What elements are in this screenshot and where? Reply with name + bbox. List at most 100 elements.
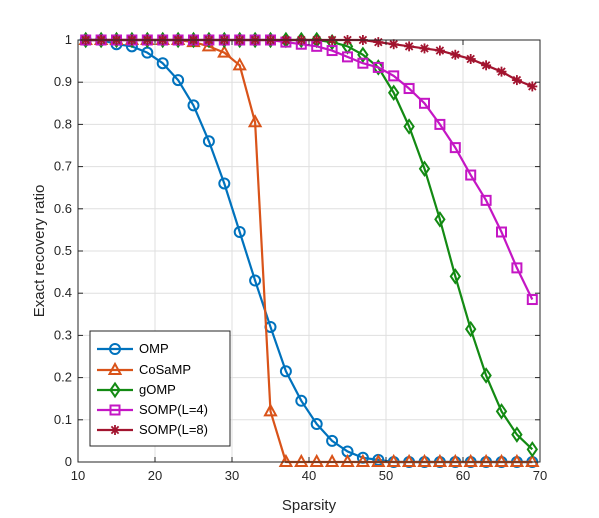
data-point-cosamp xyxy=(448,453,463,467)
legend-marker-somp-l4 xyxy=(109,404,121,416)
data-point-cosamp xyxy=(232,57,247,71)
data-point-cosamp xyxy=(217,44,232,58)
x-tick-label: 40 xyxy=(302,468,316,483)
x-tick-label: 50 xyxy=(379,468,393,483)
legend-marker-gomp xyxy=(109,381,121,399)
data-point-cosamp xyxy=(324,453,340,467)
data-point-gomp xyxy=(480,367,492,384)
data-point-gomp xyxy=(449,268,462,285)
data-point-somp-l-4 xyxy=(449,142,461,154)
data-point-somp-l-4 xyxy=(357,57,369,69)
legend-box xyxy=(89,330,231,447)
legend-marker-shape xyxy=(109,381,121,399)
x-axis-title: Sparsity xyxy=(282,497,337,514)
data-point-omp xyxy=(326,434,339,447)
data-point-cosamp xyxy=(401,453,417,467)
y-tick-label: 0.9 xyxy=(54,74,72,89)
data-point-cosamp xyxy=(494,453,509,467)
data-point-omp xyxy=(156,57,169,70)
data-point-somp-l-4 xyxy=(372,61,384,73)
legend-marker-cosamp xyxy=(107,361,123,375)
y-tick-label: 0.7 xyxy=(54,159,72,174)
data-point-cosamp xyxy=(432,453,448,467)
data-point-somp-l-4 xyxy=(326,45,338,57)
data-point-somp-l-4 xyxy=(434,118,446,130)
data-point-somp-l-4 xyxy=(480,194,492,206)
data-point-somp-l-8 xyxy=(388,39,399,50)
legend-label-gomp: gOMP xyxy=(139,382,176,397)
data-point-omp xyxy=(172,74,185,87)
x-tick-label: 30 xyxy=(225,468,239,483)
y-axis-title: Exact recovery ratio xyxy=(31,185,48,318)
legend-entry-gomp: gOMP xyxy=(97,381,176,399)
data-point-cosamp xyxy=(509,453,525,467)
data-point-somp-l-4 xyxy=(388,70,400,82)
data-point-somp-l-8 xyxy=(527,81,538,92)
legend-marker-shape xyxy=(107,361,123,375)
y-tick-label: 0 xyxy=(65,454,72,469)
data-point-omp xyxy=(295,394,308,407)
legend-entry-omp: OMP xyxy=(97,341,169,356)
y-tick-label: 0.1 xyxy=(54,412,72,427)
ticks: 10 20 30 40 50 60 70 0 0.1 0.2 0.3 0.4 0.5 0.6 0.7 0.8 0… xyxy=(54,32,547,483)
data-point-somp-l-4 xyxy=(496,226,507,238)
legend-marker-shape xyxy=(109,343,121,355)
data-point-gomp xyxy=(403,118,415,135)
legend: OMP CoSaMP gOMP SOMP(L=4) SOMP(L=8) xyxy=(89,330,231,447)
data-point-cosamp xyxy=(525,453,540,467)
data-point-somp-l-4 xyxy=(419,97,430,109)
legend-entry-somp-l4: SOMP(L=4) xyxy=(97,402,208,417)
data-point-somp-l-4 xyxy=(465,169,477,181)
data-point-cosamp xyxy=(340,453,355,467)
legend-marker-shape xyxy=(110,425,120,435)
data-point-somp-l-4 xyxy=(511,262,523,274)
data-point-somp-l-4 xyxy=(526,294,538,306)
y-tick-label: 0.3 xyxy=(54,327,72,342)
data-point-omp xyxy=(310,418,323,431)
data-point-omp xyxy=(249,274,262,287)
data-point-gomp xyxy=(495,403,508,420)
data-point-gomp xyxy=(434,211,446,228)
data-point-cosamp xyxy=(309,453,324,467)
data-point-gomp xyxy=(357,46,369,64)
data-point-somp-l-4 xyxy=(342,51,353,63)
x-tick-label: 70 xyxy=(533,468,547,483)
data-point-somp-l-8 xyxy=(481,60,492,71)
y-tick-label: 0.6 xyxy=(54,201,72,216)
data-point-gomp xyxy=(387,84,400,102)
x-tick-label: 20 xyxy=(148,468,162,483)
legend-marker-omp xyxy=(109,343,121,355)
y-tick-label: 0.2 xyxy=(54,370,72,385)
legend-label-cosamp: CoSaMP xyxy=(139,362,191,377)
data-point-cosamp xyxy=(355,453,371,467)
x-tick-label: 60 xyxy=(456,468,470,483)
data-point-somp-l-8 xyxy=(404,41,415,52)
data-point-cosamp xyxy=(386,453,401,467)
data-point-cosamp xyxy=(278,453,294,467)
legend-label-omp: OMP xyxy=(139,341,169,356)
data-point-somp-l-8 xyxy=(434,45,445,56)
legend-marker-somp-l8 xyxy=(110,425,120,435)
legend-entry-somp-l8: SOMP(L=8) xyxy=(97,422,208,437)
data-point-omp xyxy=(202,135,215,148)
y-tick-label: 0.5 xyxy=(54,243,72,258)
data-point-omp xyxy=(187,99,200,112)
data-point-somp-l-4 xyxy=(403,83,415,95)
data-point-somp-l-8 xyxy=(496,66,507,77)
data-point-cosamp xyxy=(247,114,263,128)
y-tick-label: 0.4 xyxy=(54,285,72,300)
legend-label-somp-l4: SOMP(L=4) xyxy=(139,402,208,417)
data-point-cosamp xyxy=(294,453,309,467)
y-tick-label: 1 xyxy=(65,32,72,47)
legend-label-somp-l8: SOMP(L=8) xyxy=(139,422,208,437)
data-point-cosamp xyxy=(263,403,278,417)
data-point-somp-l-8 xyxy=(373,37,384,48)
data-point-somp-l-8 xyxy=(465,53,476,64)
data-point-somp-l-8 xyxy=(450,49,461,60)
data-point-cosamp xyxy=(371,453,386,467)
y-tick-label: 0.8 xyxy=(54,116,72,131)
data-point-gomp xyxy=(464,320,477,338)
data-point-cosamp xyxy=(463,453,478,467)
data-point-omp xyxy=(233,226,246,239)
